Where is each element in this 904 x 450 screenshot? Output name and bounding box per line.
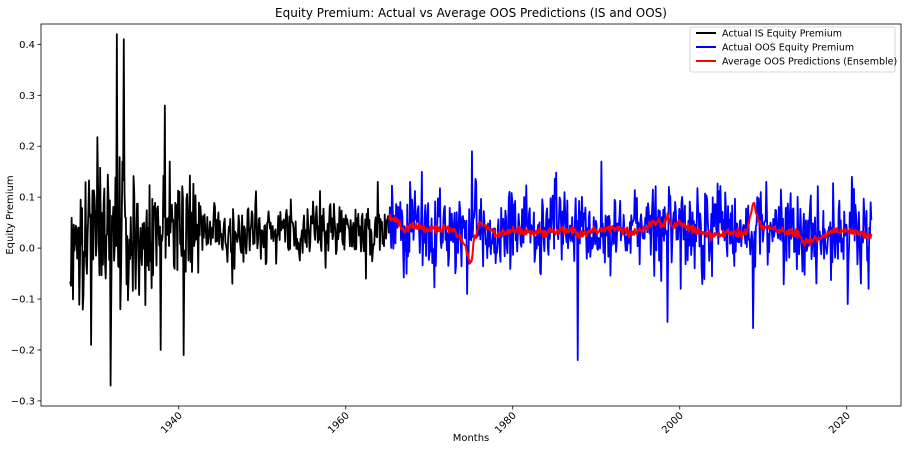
y-tick-label: 0.3: [19, 91, 35, 102]
chart-title: Equity Premium: Actual vs Average OOS Pr…: [275, 6, 667, 20]
legend-label-is: Actual IS Equity Premium: [722, 29, 842, 40]
y-tick-label: −0.2: [11, 345, 35, 356]
series-layer: [69, 33, 873, 387]
y-tick-label: −0.1: [11, 295, 35, 306]
series-line-actual-is: [69, 33, 390, 387]
y-axis-label: Equity Premium: [5, 175, 16, 254]
series-line-ensemble: [388, 201, 873, 265]
y-tick-label: 0.1: [19, 193, 35, 204]
legend-label-oos: Actual OOS Equity Premium: [722, 43, 854, 54]
legend-label-ensemble: Average OOS Predictions (Ensemble): [722, 57, 897, 68]
y-tick-label: 0.4: [19, 40, 35, 51]
legend: Actual IS Equity Premium Actual OOS Equi…: [689, 26, 897, 73]
series-line-actual-oos: [388, 150, 873, 362]
x-axis-label: Months: [453, 433, 490, 444]
y-tick-label: −0.3: [11, 396, 35, 407]
y-tick-label: 0.2: [19, 142, 35, 153]
y-axis: −0.3 −0.2 −0.1 0.0 0.1 0.2 0.3 0.4: [11, 40, 41, 407]
legend-box: [689, 26, 896, 73]
y-tick-label: 0.0: [19, 244, 35, 255]
